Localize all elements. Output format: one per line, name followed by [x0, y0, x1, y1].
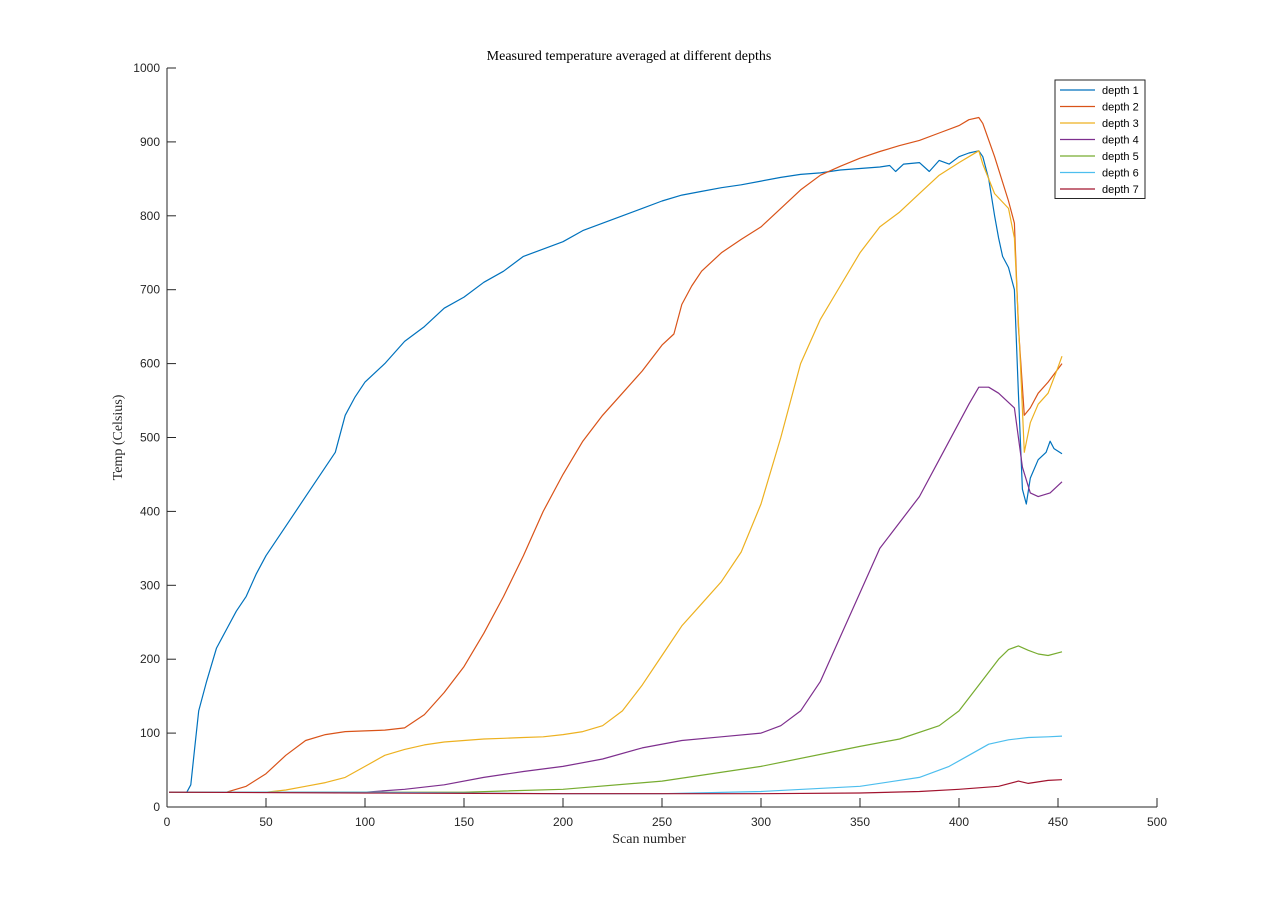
- x-tick-label: 300: [751, 815, 771, 829]
- y-tick-label: 900: [140, 135, 160, 149]
- y-tick-label: 600: [140, 357, 160, 371]
- legend-label: depth 3: [1102, 118, 1139, 130]
- legend-label: depth 5: [1102, 151, 1139, 163]
- y-tick-label: 300: [140, 578, 160, 592]
- y-axis-title: Temp (Celsius): [111, 394, 126, 480]
- x-tick-label: 350: [850, 815, 870, 829]
- x-axis-title: Scan number: [612, 832, 686, 847]
- y-tick-label: 700: [140, 283, 160, 297]
- y-tick-label: 500: [140, 431, 160, 445]
- series-line-depth-3: [169, 150, 1063, 793]
- x-tick-label: 50: [259, 815, 273, 829]
- axes: 0 50 100 150 200 250 300 350 400 450 500 0 100 200 300…: [133, 61, 1167, 829]
- y-tick-label: 100: [140, 726, 160, 740]
- y-tick-label: 800: [140, 209, 160, 223]
- series-line-depth-2: [169, 116, 1063, 793]
- legend-label: depth 6: [1102, 168, 1139, 180]
- legend-label: depth 4: [1102, 135, 1139, 147]
- x-tick-label: 250: [652, 815, 672, 829]
- chart-title: Measured temperature averaged at differe…: [487, 49, 772, 64]
- legend-label: depth 2: [1102, 102, 1139, 114]
- plot-lines: [168, 116, 1063, 795]
- series-line-depth-4: [169, 386, 1063, 793]
- x-tick-label: 100: [355, 815, 375, 829]
- x-tick-label: 0: [164, 815, 171, 829]
- y-tick-label: 200: [140, 652, 160, 666]
- x-tick-label: 150: [454, 815, 474, 829]
- legend: depth 1 depth 2 depth 3 depth 4 depth 5 depth…: [1054, 79, 1146, 199]
- x-tick-label: 200: [553, 815, 573, 829]
- x-tick-label: 500: [1147, 815, 1167, 829]
- y-tick-label: 400: [140, 504, 160, 518]
- x-tick-label: 400: [949, 815, 969, 829]
- x-tick-label: 450: [1048, 815, 1068, 829]
- series-line-depth-7: [168, 779, 1063, 795]
- series-line-depth-1: [169, 150, 1063, 793]
- y-tick-label: 1000: [133, 61, 160, 75]
- series-line-depth-5: [169, 645, 1063, 793]
- y-tick-label: 0: [153, 800, 160, 814]
- legend-label: depth 1: [1102, 85, 1139, 97]
- legend-label: depth 7: [1102, 184, 1139, 196]
